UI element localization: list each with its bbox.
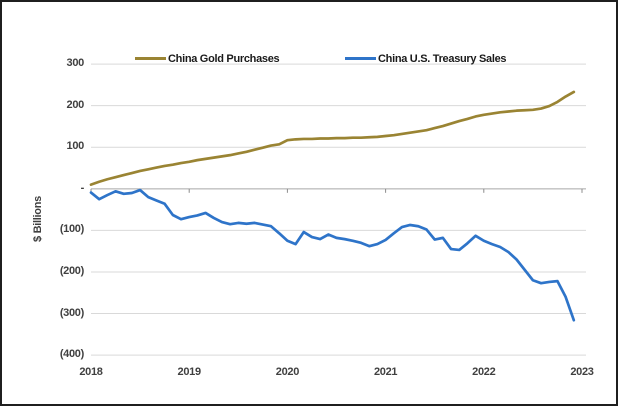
legend-item: China U.S. Treasury Sales bbox=[345, 51, 507, 66]
y-axis-tick-label: 100 bbox=[66, 140, 85, 153]
x-axis-tick-label: 2019 bbox=[177, 366, 202, 378]
y-axis-tick-label: (300) bbox=[59, 306, 84, 319]
y-axis-tick-label: (200) bbox=[59, 264, 84, 277]
legend-line-icon bbox=[345, 57, 376, 60]
legend-label: China U.S. Treasury Sales bbox=[378, 52, 507, 65]
y-axis-tick-label: - bbox=[80, 181, 85, 194]
y-axis-tick-label: 300 bbox=[66, 57, 85, 70]
x-axis-tick-label: 2022 bbox=[472, 366, 496, 378]
x-axis-tick-label: 2020 bbox=[275, 366, 300, 378]
y-axis-tick-label: (100) bbox=[59, 223, 84, 236]
legend-label: China Gold Purchases bbox=[168, 52, 280, 65]
legend-item: China Gold Purchases bbox=[135, 51, 280, 66]
x-axis-tick-label: 2021 bbox=[373, 366, 398, 378]
series-line-china-u-s-treasury-sales bbox=[89, 188, 576, 322]
x-axis-tick-label: 2018 bbox=[79, 366, 103, 378]
legend-line-icon bbox=[135, 57, 166, 60]
x-axis-tick-label: 2023 bbox=[570, 366, 594, 378]
series-line-china-gold-purchases bbox=[89, 90, 576, 187]
y-axis-tick-label: 200 bbox=[66, 98, 85, 111]
y-axis-tick-label: (400) bbox=[59, 348, 84, 361]
